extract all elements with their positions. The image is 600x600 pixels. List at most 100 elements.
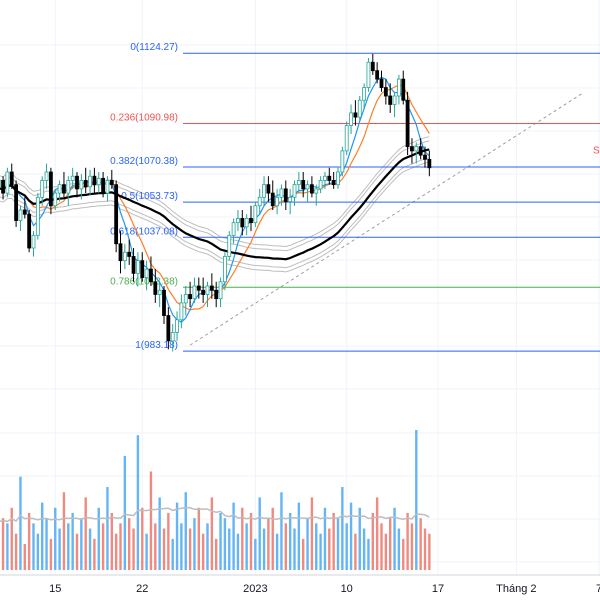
volume-bar	[358, 507, 361, 570]
candle-body	[214, 289, 219, 300]
candle-body	[375, 70, 380, 80]
candle-body	[118, 243, 123, 262]
fib-level-label: 0.786(1013.38)	[110, 276, 178, 287]
candle-body	[135, 260, 140, 274]
x-tick-label: 15	[49, 583, 61, 595]
candle-body	[162, 289, 166, 316]
volume-bar	[254, 538, 257, 570]
volume-bar	[293, 528, 296, 570]
volume-bar	[410, 523, 414, 570]
candle-body	[301, 180, 306, 190]
candle-body	[79, 180, 84, 190]
volume-bar	[141, 507, 144, 570]
candle-body	[170, 332, 175, 342]
volume-bar	[419, 518, 422, 570]
candle-body	[418, 146, 423, 156]
volume-bar	[371, 512, 374, 570]
volume-bar	[201, 533, 205, 570]
candle-body	[253, 205, 258, 224]
x-tick-label: 2023	[243, 583, 267, 595]
volume-bar	[406, 512, 409, 570]
volume-bar	[275, 533, 279, 570]
volume-bar	[167, 512, 170, 570]
x-tick-label: 10	[341, 583, 353, 595]
volume-bar	[362, 528, 366, 570]
volume-bar	[110, 512, 113, 570]
candle-body	[327, 175, 332, 181]
candle-body	[292, 184, 297, 198]
volume-bar	[384, 533, 388, 570]
volume-bar	[262, 528, 266, 570]
candle-body	[196, 285, 201, 291]
candle-body	[309, 184, 314, 194]
candle-body	[270, 192, 275, 207]
fib-level-label: 0.618(1037.08)	[110, 226, 178, 237]
candle-body	[410, 146, 414, 152]
candle-body	[388, 95, 393, 105]
volume-bar	[193, 518, 196, 570]
candle-body	[62, 184, 66, 194]
candle-body	[40, 180, 45, 198]
volume-bar	[319, 533, 322, 570]
candle-body	[5, 171, 10, 194]
candle-body	[75, 175, 79, 190]
candle-body	[279, 188, 284, 198]
bollinger-bands	[0, 136, 430, 273]
volume-bar	[145, 533, 148, 570]
candle-body	[392, 95, 397, 105]
volume-bar	[128, 518, 131, 570]
candle-body	[49, 171, 53, 207]
volume-bar	[236, 533, 240, 570]
volume-bar	[45, 518, 48, 570]
candle-body	[227, 234, 232, 257]
volume-bar	[210, 497, 214, 570]
candle-body	[370, 61, 375, 72]
fibonacci-retracement: 0(1124.27) 0.236(1090.98) 0.382(1070.38) 0.…	[110, 42, 600, 352]
candle-body	[401, 78, 406, 101]
candle-body	[353, 112, 358, 118]
candle-body	[157, 289, 162, 295]
fib-level-label: 0.5(1053.73)	[121, 191, 178, 202]
volume-bar	[88, 528, 92, 570]
candle-body	[14, 184, 18, 221]
candle-body	[423, 154, 427, 160]
candle-body	[323, 175, 327, 181]
candle-body	[109, 180, 114, 186]
volume-bar	[23, 544, 26, 570]
candle-body	[31, 234, 36, 249]
candle-body	[179, 302, 184, 321]
volume-bar	[354, 533, 357, 570]
volume-bar	[149, 471, 153, 570]
candle-body	[236, 218, 240, 224]
volume-bar	[36, 533, 40, 570]
x-tick-label: 22	[136, 583, 148, 595]
volume-bar	[332, 512, 335, 570]
volume-bar	[258, 497, 261, 570]
candle-body	[57, 184, 62, 194]
volume-bar	[80, 518, 83, 570]
volume-bar	[297, 502, 301, 570]
volume-bar	[158, 497, 161, 570]
candle-body	[262, 184, 266, 198]
candle-body	[153, 281, 158, 295]
volume-bar	[184, 492, 187, 570]
volume-bar	[97, 507, 100, 570]
volume-bar	[375, 497, 379, 570]
candle-body	[249, 218, 253, 224]
candle-body	[53, 192, 58, 207]
candle-body	[101, 177, 105, 194]
volume-bar	[302, 538, 305, 570]
volume-bar	[328, 528, 331, 570]
volume-bar	[389, 518, 392, 570]
volume-bar	[41, 502, 44, 570]
candle-body	[318, 180, 323, 190]
volume-bar	[206, 523, 209, 570]
band-line	[0, 157, 430, 269]
volume-bar	[367, 538, 370, 570]
candlestick-series	[0, 53, 432, 352]
candle-body	[88, 175, 92, 188]
candle-body	[201, 289, 206, 295]
volume-bar	[336, 518, 340, 570]
candle-body	[27, 213, 32, 249]
